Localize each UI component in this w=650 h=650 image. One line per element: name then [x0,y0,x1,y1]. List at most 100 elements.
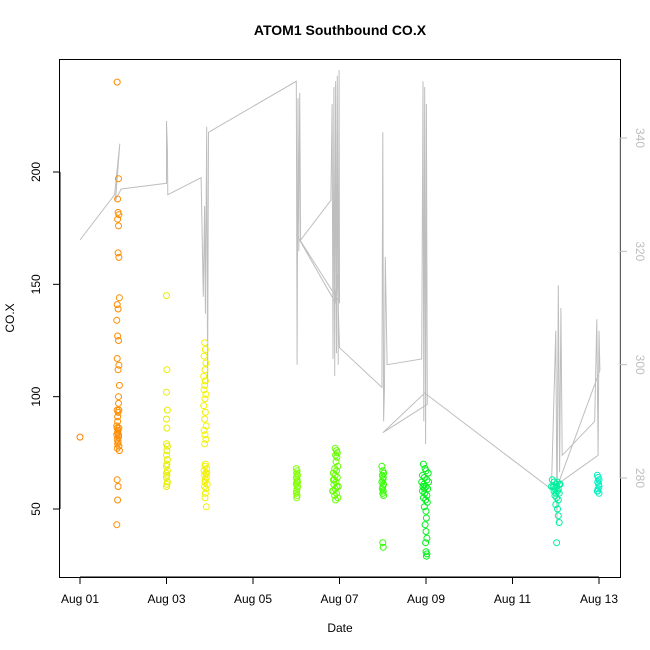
data-point [163,366,171,374]
data-point [422,539,430,547]
data-point [200,372,208,380]
data-point [201,408,209,416]
data-point [114,483,122,490]
data-point [201,431,209,439]
y2-tick-label: 280 [633,468,647,488]
data-point [115,381,123,389]
series-8 [547,476,564,547]
data-point [114,413,122,421]
data-point [115,294,123,302]
y-tick-label: 50 [29,502,43,516]
data-point [547,483,555,490]
data-point [329,476,337,484]
data-point [332,458,340,466]
x-tick-label: Aug 03 [147,592,185,606]
data-point [202,390,210,398]
data-point [422,552,430,560]
data-point [329,487,337,495]
data-point [553,539,561,547]
data-point [334,483,342,490]
data-point [115,175,122,183]
data-point [423,492,431,499]
data-point [163,462,170,470]
data-point [201,377,209,385]
x-tick-label: Aug 11 [494,592,531,606]
data-point [552,501,560,508]
data-point [200,352,208,360]
data-point [379,539,387,547]
data-point [163,424,171,432]
data-point [115,424,123,432]
data-point [421,521,429,529]
data-point [202,359,210,367]
series-3 [200,339,211,511]
y-axis: 50 100 150 200 [29,162,61,516]
data-point [163,451,170,459]
data-point [200,386,208,394]
data-point [115,442,123,450]
data-point [201,415,209,423]
data-point [113,476,121,484]
data-point [114,366,122,374]
data-point [200,426,208,434]
data-point [419,483,427,490]
data-point [114,417,122,425]
data-point [201,381,209,389]
y2-tick-label: 300 [633,355,647,375]
x-tick-label: Aug 05 [234,592,272,606]
data-point [422,528,430,535]
data-point [378,462,386,470]
data-point [334,494,342,502]
data-point [115,253,123,261]
data-point [113,521,121,529]
data-point [594,487,602,495]
data-point [200,402,208,410]
data-point [556,480,564,488]
data-point [113,301,121,309]
data-point [555,519,563,526]
data-point [115,211,123,219]
x-tick-label: Aug 09 [407,592,445,606]
data-point [329,469,337,477]
data-point [163,456,171,464]
data-point [113,316,121,324]
data-point [420,503,428,511]
data-point [419,460,427,468]
data-point [113,355,121,362]
data-point [114,195,122,203]
data-point [201,478,209,486]
data-point [425,478,433,486]
data-point [554,512,562,520]
data-point [201,489,209,497]
y-tick-label: 100 [29,386,43,406]
data-point [422,507,430,515]
data-point [422,514,430,522]
data-point [114,332,122,340]
data-point [115,393,122,401]
data-point [163,483,170,490]
x-axis: Aug 01 Aug 03 Aug 05 Aug 07 Aug 09 Aug 11 Aug … [61,576,618,606]
data-point [423,534,431,542]
data-point [421,489,429,497]
series-9 [593,471,603,497]
data-point [202,485,210,493]
data-point [201,471,209,479]
y2-tick-label: 340 [633,128,647,148]
data-point [114,305,122,313]
series-6 [378,462,388,551]
data-point [115,431,122,439]
data-point [201,395,209,403]
data-point [114,496,122,504]
data-point [163,415,170,423]
data-point [201,366,209,374]
data-point [113,444,121,452]
data-point [163,388,170,396]
data-point [163,447,171,455]
series-7 [418,460,433,560]
data-point [202,503,210,511]
y-tick-label: 150 [29,274,43,294]
data-point [419,487,426,495]
data-point [418,478,426,486]
data-point [294,478,301,486]
data-point [76,433,84,441]
